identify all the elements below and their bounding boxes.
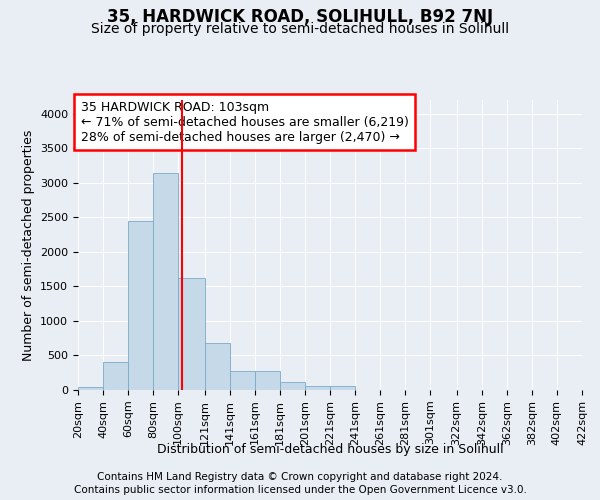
Text: Size of property relative to semi-detached houses in Solihull: Size of property relative to semi-detach…: [91, 22, 509, 36]
Bar: [305, 386, 330, 390]
Text: 35, HARDWICK ROAD, SOLIHULL, B92 7NJ: 35, HARDWICK ROAD, SOLIHULL, B92 7NJ: [107, 8, 493, 26]
Bar: [128, 221, 153, 390]
Bar: [205, 343, 230, 390]
Text: 35 HARDWICK ROAD: 103sqm
← 71% of semi-detached houses are smaller (6,219)
28% o: 35 HARDWICK ROAD: 103sqm ← 71% of semi-d…: [80, 100, 409, 144]
Bar: [255, 372, 280, 390]
Bar: [153, 172, 178, 390]
Y-axis label: Number of semi-detached properties: Number of semi-detached properties: [22, 130, 35, 360]
Bar: [78, 386, 103, 390]
Bar: [230, 372, 255, 390]
Text: Contains public sector information licensed under the Open Government Licence v3: Contains public sector information licen…: [74, 485, 526, 495]
Text: Distribution of semi-detached houses by size in Solihull: Distribution of semi-detached houses by …: [157, 442, 503, 456]
Bar: [280, 382, 305, 390]
Bar: [103, 362, 128, 390]
Bar: [178, 278, 205, 390]
Text: Contains HM Land Registry data © Crown copyright and database right 2024.: Contains HM Land Registry data © Crown c…: [97, 472, 503, 482]
Bar: [330, 386, 355, 390]
